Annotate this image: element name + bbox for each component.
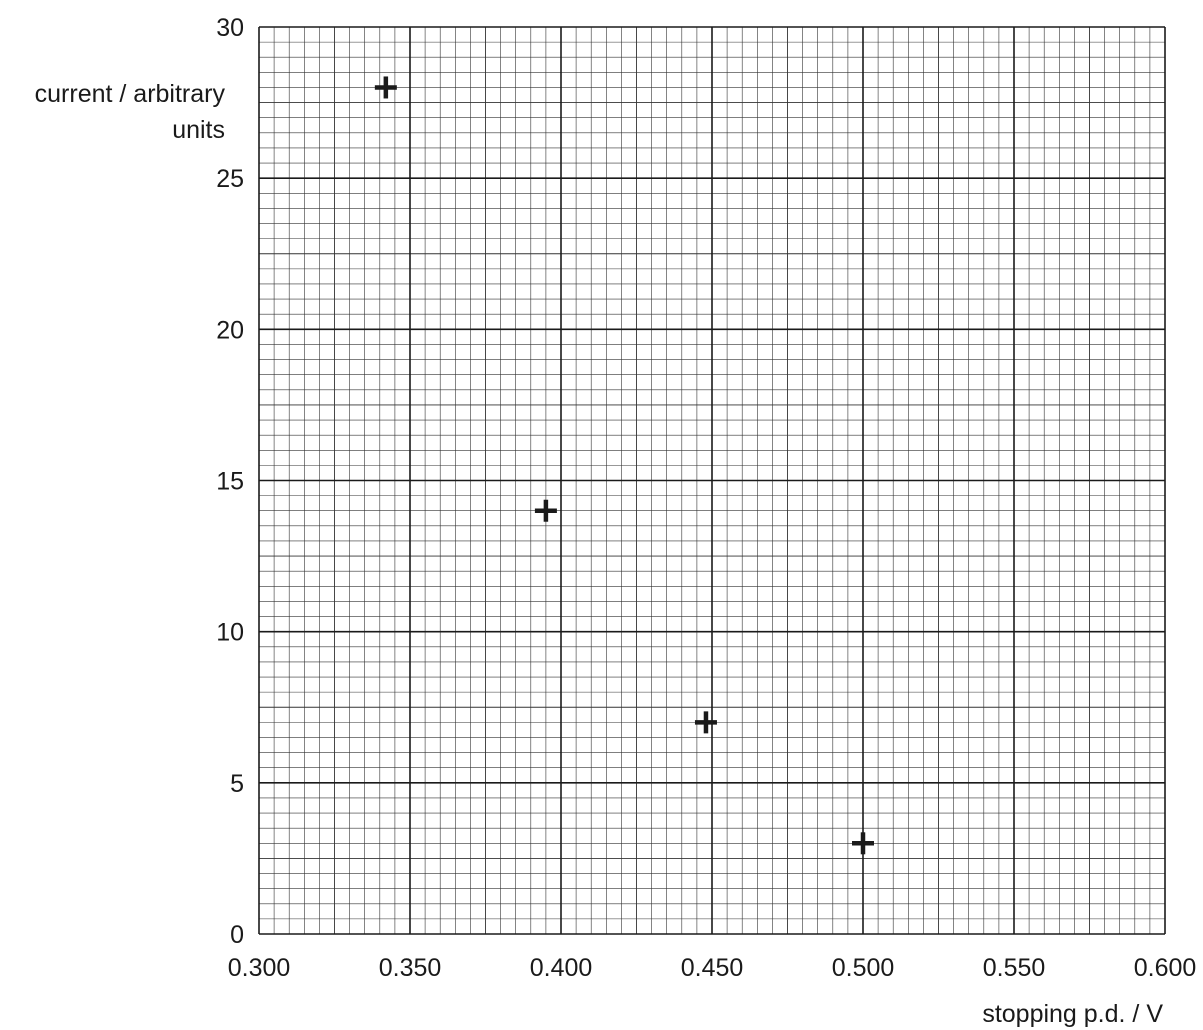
x-tick-labels: 0.300 0.350 0.400 0.450 0.500 0.550 0.600 xyxy=(228,954,1197,982)
y-tick-labels: 0 5 10 15 20 25 30 xyxy=(216,14,244,949)
data-point xyxy=(694,711,717,734)
y-tick-label: 20 xyxy=(216,316,244,344)
major-grid xyxy=(258,26,1166,935)
x-axis-label: stopping p.d. / V xyxy=(982,1000,1163,1028)
x-tick-label: 0.300 xyxy=(228,954,291,982)
data-point xyxy=(852,832,874,855)
y-tick-label: 10 xyxy=(216,619,244,647)
y-tick-label: 5 xyxy=(230,770,244,798)
x-tick-label: 0.350 xyxy=(379,954,442,982)
x-tick-label: 0.600 xyxy=(1134,954,1197,982)
x-tick-label: 0.450 xyxy=(681,954,744,982)
y-axis-label-line1: current / arbitrary xyxy=(35,80,226,108)
x-tick-label: 0.400 xyxy=(530,954,593,982)
y-tick-label: 30 xyxy=(216,14,244,42)
x-tick-label: 0.550 xyxy=(983,954,1046,982)
y-tick-label: 0 xyxy=(230,921,244,949)
data-points xyxy=(374,76,874,855)
data-point xyxy=(374,76,397,99)
data-point xyxy=(534,499,557,522)
y-tick-label: 15 xyxy=(216,468,244,496)
y-tick-label: 25 xyxy=(216,165,244,193)
x-tick-label: 0.500 xyxy=(832,954,895,982)
y-axis-label-line2: units xyxy=(172,116,225,144)
